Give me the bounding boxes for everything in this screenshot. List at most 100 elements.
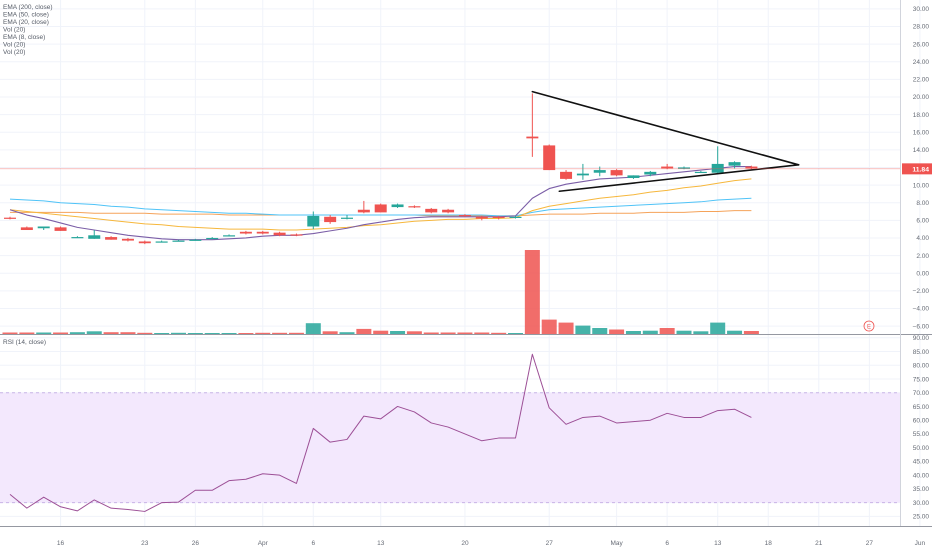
volume-bar: [272, 332, 288, 334]
candle: [560, 170, 573, 180]
candle: [644, 170, 657, 177]
candle: [728, 161, 741, 169]
rsi-tick-label: 85.00: [913, 349, 930, 356]
candle: [273, 231, 286, 237]
price-tick-label: 10.00: [913, 182, 930, 189]
volume-bar: [255, 332, 271, 334]
rsi-tick-label: 90.00: [913, 335, 930, 342]
candle: [627, 175, 640, 179]
volume-bar: [154, 333, 170, 334]
rsi-tick-label: 60.00: [913, 417, 930, 424]
volume-bar: [659, 328, 675, 334]
volume-bar: [137, 332, 153, 334]
candle: [54, 226, 67, 231]
price-tick-label: 18.00: [913, 112, 930, 119]
volume-bar: [238, 333, 254, 334]
legend-line-1: EMA (200, close): [3, 4, 53, 11]
volume-bar: [2, 332, 18, 334]
legend-line-2: EMA (50, close): [3, 12, 49, 19]
rsi-tick-label: 70.00: [913, 390, 930, 397]
candle: [576, 163, 589, 180]
date-tick-label: 23: [141, 540, 149, 547]
candle: [391, 203, 404, 208]
legend-layer: EMA (200, close)EMA (50, close)EMA (20, …: [3, 4, 53, 346]
candle-body: [206, 237, 219, 240]
candle-body: [492, 216, 505, 218]
candle-body: [543, 145, 556, 171]
candle-body: [610, 170, 623, 176]
volume-bar: [508, 333, 523, 334]
earnings-marker-circle: [863, 320, 875, 332]
volume-bar: [642, 330, 658, 334]
candle-body: [560, 171, 573, 179]
candle: [374, 203, 387, 213]
legend-line-4: Vol (20): [3, 27, 25, 34]
volume-bar: [221, 333, 237, 334]
price-tick-label: −4.00: [913, 306, 930, 313]
candle-body: [374, 204, 387, 213]
ema50-line: [9, 197, 752, 217]
candle: [239, 230, 252, 235]
candle: [307, 211, 320, 230]
price-tick-label: 26.00: [913, 41, 930, 48]
volume-bar: [53, 332, 69, 334]
rsi-tick-label: 45.00: [913, 459, 930, 466]
candle: [206, 237, 219, 240]
candle-body: [239, 231, 252, 234]
rsi-tick-label: 40.00: [913, 472, 930, 479]
candle: [492, 215, 505, 220]
volume-bar: [288, 332, 304, 334]
volume-bar: [676, 330, 692, 334]
candle: [458, 214, 471, 217]
date-tick-label: 13: [714, 540, 722, 547]
candle-body: [105, 237, 118, 240]
price-tick-label: 20.00: [913, 94, 930, 101]
rsi-band-layer: [0, 392, 900, 504]
candle-body: [661, 166, 674, 169]
candle-body: [475, 216, 488, 219]
volume-bar: [390, 331, 406, 334]
candle: [37, 226, 50, 231]
date-tick-label: 6: [665, 540, 669, 547]
rsi-tick-label: 80.00: [913, 363, 930, 370]
price-tick-label: −6.00: [913, 323, 930, 330]
date-tick-label: 26: [192, 540, 200, 547]
volume-bar: [457, 332, 473, 334]
candle-body: [307, 215, 320, 227]
price-tick-label: 0.00: [916, 270, 929, 277]
candle-body: [442, 209, 455, 213]
earnings-marker-label: E: [867, 324, 871, 330]
volume-bar: [339, 332, 355, 334]
candle: [475, 215, 488, 221]
candle-body: [526, 136, 539, 139]
volume-bar: [693, 331, 709, 334]
candle: [526, 93, 539, 157]
candle-body: [509, 216, 522, 218]
candle-body: [593, 170, 606, 173]
volume-bar: [356, 328, 372, 334]
candle-body: [37, 226, 50, 229]
candle-body: [273, 232, 286, 236]
trendline-1: [531, 90, 800, 166]
rsi-tick-label: 30.00: [913, 500, 930, 507]
candle: [341, 215, 353, 220]
date-tick-label: Jun: [915, 540, 926, 547]
date-tick-label: May: [610, 540, 623, 547]
volume-bar: [36, 332, 52, 334]
earnings-marker: E: [863, 320, 875, 332]
volume-bar: [305, 323, 321, 334]
date-tick-label: 13: [377, 540, 385, 547]
volume-bar: [625, 331, 641, 334]
candle-body: [408, 206, 421, 208]
candle: [442, 208, 455, 214]
price-tick-label: 8.00: [916, 200, 929, 207]
legend-line-7: Vol (20): [3, 49, 25, 56]
price-tick-label: 22.00: [913, 77, 930, 84]
candle: [711, 146, 724, 174]
candle: [4, 216, 16, 220]
legend-line-5: EMA (8, close): [3, 34, 45, 41]
candle: [121, 237, 134, 242]
volume-layer: [2, 250, 759, 334]
